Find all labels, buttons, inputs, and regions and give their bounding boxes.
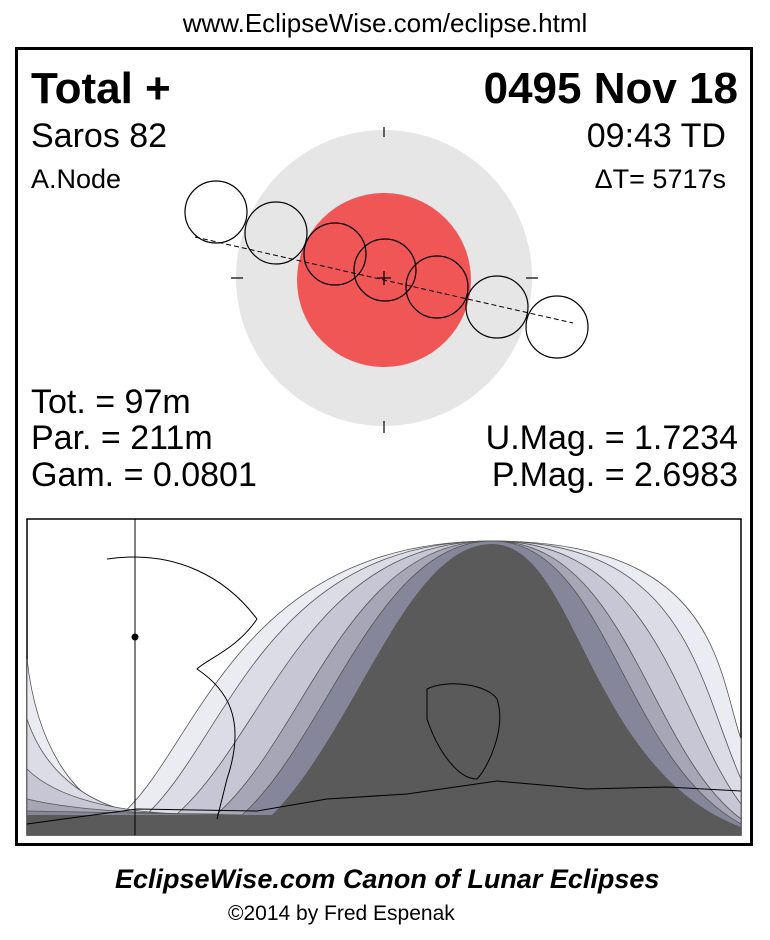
coastline-americas: [106, 556, 258, 820]
eclipse-panel: [15, 47, 753, 846]
moon-u4: [465, 275, 529, 339]
moon-p1: [184, 180, 248, 244]
visibility-map: [26, 518, 742, 836]
coastline-africa: [426, 683, 501, 780]
moon-u2: [303, 222, 367, 286]
saros-number: Saros 82: [31, 117, 168, 155]
footer-title: EclipseWise.com Canon of Lunar Eclipses: [115, 864, 660, 894]
moon-path: [194, 236, 574, 324]
eclipse-date: 0495 Nov 18: [483, 64, 738, 113]
moon-max: [353, 238, 417, 302]
band-total: [27, 544, 741, 835]
delta-t: ΔT= 5717s: [594, 164, 726, 194]
gamma: Gam. = 0.0801: [31, 456, 257, 494]
penumbral-magnitude: P.Mag. = 2.6983: [491, 456, 738, 494]
eclipse-type: Total +: [31, 64, 171, 113]
eclipse-time: 09:43 TD: [586, 117, 726, 155]
moon-p4: [525, 295, 589, 359]
subsolar-point-marker: [131, 633, 139, 641]
coastline-antarctica: [26, 780, 742, 825]
moon-u1: [244, 201, 308, 265]
source-url: www.EclipseWise.com/eclipse.html: [182, 8, 588, 38]
total-duration: Tot. = 97m: [31, 383, 191, 421]
node: A.Node: [31, 164, 122, 194]
moon-positions: [184, 180, 589, 359]
umbral-magnitude: U.Mag. = 1.7234: [485, 419, 738, 457]
partial-duration: Par. = 211m: [31, 419, 213, 457]
moon-u3: [405, 255, 469, 319]
footer-copyright: ©2014 by Fred Espenak: [228, 902, 455, 925]
